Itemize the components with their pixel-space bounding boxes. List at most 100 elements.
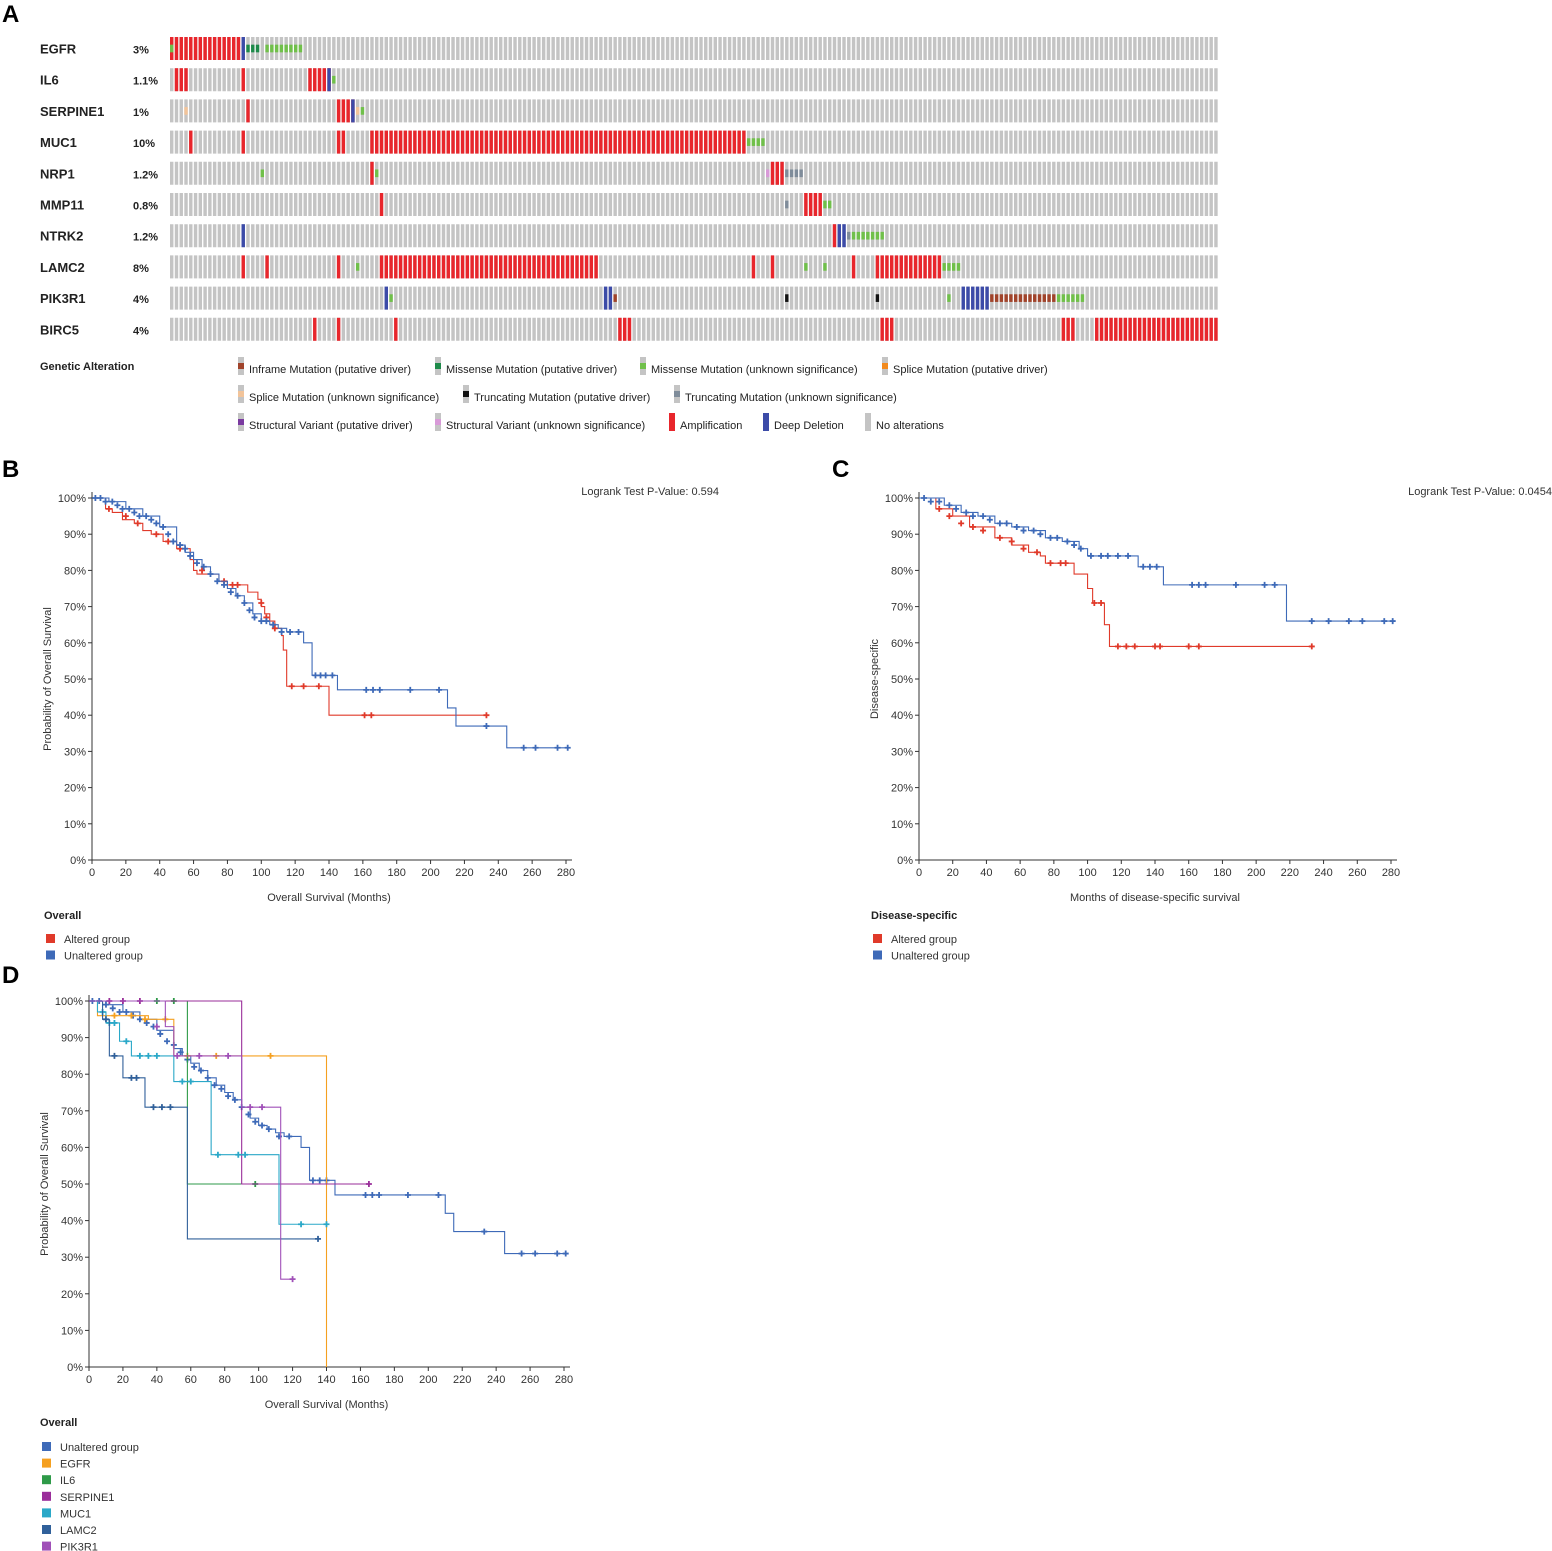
censor-mark [214,1151,221,1158]
amplification-cell [336,130,341,154]
censor-mark [97,495,104,501]
amplification-cell [575,130,579,154]
amplification-cell [437,130,441,154]
km-plot-by-gene: 0% 10% 20% 30% 40% 50% 60% 70% 80% 90% 100% 0 20 40 60… [39,995,573,1551]
amplification-cell [1147,317,1151,341]
amplification-cell [231,37,236,60]
censor-mark [518,1250,525,1257]
amplification-cell [704,130,708,154]
amplification-cell [627,130,632,154]
y-tick-label: 0% [67,1362,83,1374]
gene-pct: 8% [133,263,149,275]
amplification-cell [346,99,350,123]
censor-mark [225,1052,232,1059]
y-tick-label: 10% [61,1325,83,1337]
amplification-cell [1166,317,1170,341]
oncoprint-row-il6 [170,68,1218,92]
gene-pct: 1% [133,107,149,119]
legend-label: Missense Mutation (unknown significance) [651,364,858,376]
mutation-cell [746,138,751,146]
censor-mark [309,1177,316,1184]
oncoprint-row-birc5 [170,317,1218,341]
mutation-cell [1018,294,1023,302]
amplification-cell [670,130,675,154]
amplification-cell [460,255,465,279]
km-plot-overall: 0% 10% 20% 30% 40% 50% 60% 70% 80% 90% 100% 0 20 40 60… [42,486,719,963]
x-tick-label: 200 [421,867,439,879]
censor-mark [133,1074,140,1081]
censor-mark [1020,545,1027,552]
amplification-cell [651,130,656,154]
y-tick-label: 20% [64,783,86,795]
amplification-cell [451,130,455,154]
amplification-cell [370,130,374,154]
y-tick-label: 100% [58,493,86,505]
no-alteration-cells [170,286,1218,310]
censor-mark [980,513,987,520]
amplification-cell [389,255,393,279]
logrank-annotation: Logrank Test P-Value: 0.594 [581,486,719,498]
y-tick-label: 40% [891,710,913,722]
censor-mark [143,513,150,520]
censor-mark [1054,534,1061,541]
amplification-cell [508,130,512,154]
censor-mark [481,1228,488,1235]
amplification-cell [236,37,241,60]
oncoprint-row-muc1 [170,130,1218,154]
amplification-cell [723,130,727,154]
no-alteration-cells [170,161,1218,185]
censor-mark [562,1250,569,1257]
censor-mark [361,712,368,719]
legend-swatch [42,1525,51,1534]
censor-mark [368,712,375,719]
censor-mark [1047,534,1054,541]
mutation-cell [1075,294,1080,302]
gene-label: BIRC5 [40,322,79,337]
survival-curve [89,1000,568,1255]
censor-mark [1271,581,1278,588]
censor-mark [157,1030,164,1037]
deep-deletion-cell [975,286,980,310]
legend-swatch [42,1508,51,1518]
amplification-cell [513,130,517,154]
amplification-cell [379,130,384,154]
censor-mark [241,599,248,606]
amplification-cell [398,130,403,154]
censor-mark [1232,581,1239,588]
deep-deletion-cell [961,286,965,310]
amplification-cell [451,255,455,279]
legend-label: Structural Variant (putative driver) [249,420,413,432]
deep-deletion-cell [985,286,989,310]
legend-swatch [435,363,441,369]
censor-mark [1381,618,1388,625]
mutation-cell [1052,294,1056,302]
no-alteration-cells [170,68,1218,92]
y-tick-label: 30% [64,746,86,758]
y-tick-label: 20% [891,783,913,795]
censor-mark [234,592,241,599]
amplification-cell [484,130,489,154]
amplification-cell [1071,317,1075,341]
censor-mark [1087,552,1094,559]
censor-mark [1077,545,1084,552]
amplification-cell [379,255,384,279]
y-tick-label: 60% [891,638,913,650]
x-tick-label: 240 [1314,867,1332,879]
censor-mark [102,498,109,505]
deep-deletion-cell [966,286,970,310]
amplification-cell [1099,317,1104,341]
amplification-cell [427,130,431,154]
legend-item-sv_driver: Structural Variant (putative driver) [238,413,413,432]
gene-pct: 4% [133,294,149,306]
mutation-cell [260,169,265,178]
amplification-cell [594,130,598,154]
amplification-cell [594,255,598,279]
censor-mark [946,502,953,509]
censor-mark [369,1191,376,1198]
amplification-cell [1161,317,1166,341]
mutation-cell [1066,294,1070,302]
amplification-cell [384,255,388,279]
amplification-cell [422,130,427,154]
mutation-cell [823,200,827,209]
no-alteration-cells [170,224,1218,248]
